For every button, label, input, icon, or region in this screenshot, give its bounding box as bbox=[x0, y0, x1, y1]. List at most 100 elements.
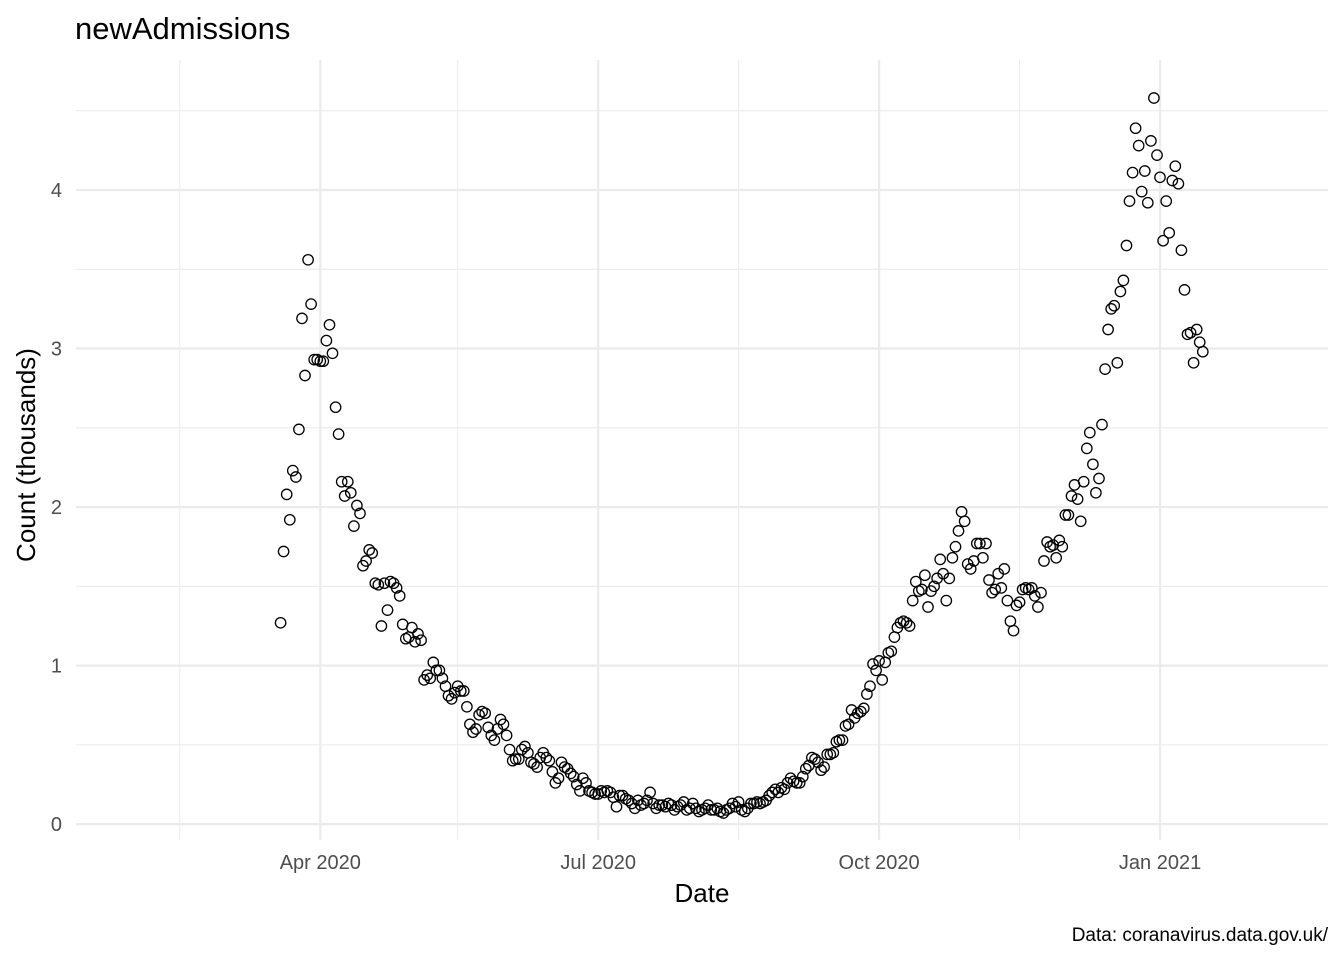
data-point bbox=[1004, 615, 1017, 628]
data-point bbox=[1050, 551, 1063, 564]
data-point bbox=[1038, 555, 1050, 567]
data-point bbox=[738, 805, 751, 818]
data-point bbox=[949, 540, 962, 553]
data-point bbox=[503, 743, 516, 756]
data-point bbox=[1059, 509, 1072, 521]
x-tick-label: Jul 2020 bbox=[560, 852, 636, 874]
data-point bbox=[580, 777, 592, 789]
data-point bbox=[952, 525, 965, 537]
data-point bbox=[986, 586, 998, 599]
data-point bbox=[922, 601, 934, 613]
data-point bbox=[1114, 285, 1127, 298]
data-point bbox=[1077, 475, 1090, 488]
data-point bbox=[919, 569, 931, 582]
data-point bbox=[543, 754, 556, 767]
data-point bbox=[995, 582, 1008, 594]
data-point bbox=[613, 789, 626, 802]
data-point bbox=[540, 751, 553, 764]
data-point bbox=[1148, 92, 1160, 104]
data-point bbox=[766, 786, 779, 799]
data-point bbox=[341, 475, 354, 488]
data-point bbox=[274, 616, 287, 629]
data-point bbox=[1083, 426, 1096, 439]
data-point bbox=[638, 797, 650, 810]
data-point bbox=[977, 551, 989, 564]
data-point bbox=[1028, 590, 1041, 602]
data-point bbox=[479, 707, 492, 720]
data-point bbox=[528, 758, 540, 770]
data-point bbox=[500, 729, 513, 742]
data-point bbox=[1090, 486, 1102, 499]
data-point bbox=[644, 786, 656, 799]
data-point bbox=[351, 499, 363, 512]
data-point bbox=[332, 428, 345, 440]
data-point bbox=[821, 748, 834, 761]
data-point bbox=[842, 718, 855, 731]
data-point bbox=[412, 628, 424, 640]
data-point bbox=[473, 708, 485, 721]
data-point bbox=[1175, 244, 1188, 257]
data-point bbox=[567, 770, 580, 783]
data-point bbox=[354, 507, 366, 520]
data-point bbox=[906, 594, 919, 607]
data-point bbox=[375, 620, 388, 632]
data-point bbox=[1141, 196, 1154, 209]
data-point bbox=[983, 574, 995, 586]
data-point bbox=[1065, 490, 1078, 502]
data-point bbox=[305, 298, 317, 310]
data-point bbox=[406, 621, 418, 634]
y-tick-label: 1 bbox=[51, 656, 62, 678]
data-point bbox=[1172, 177, 1185, 190]
data-point bbox=[1151, 149, 1163, 161]
data-point bbox=[793, 777, 806, 789]
data-point bbox=[378, 577, 391, 590]
data-point bbox=[677, 796, 690, 808]
data-point bbox=[1169, 160, 1182, 173]
data-point bbox=[335, 475, 348, 488]
data-point bbox=[393, 590, 406, 602]
data-point bbox=[317, 355, 330, 368]
data-point bbox=[732, 796, 745, 808]
data-point bbox=[1145, 135, 1157, 147]
data-point bbox=[348, 520, 360, 532]
data-point bbox=[280, 488, 293, 501]
y-tick-label: 4 bbox=[51, 180, 62, 202]
data-point bbox=[1135, 185, 1148, 198]
data-point bbox=[467, 726, 479, 739]
data-point bbox=[1074, 515, 1087, 528]
data-point bbox=[363, 544, 376, 556]
data-point bbox=[1025, 582, 1038, 594]
data-point bbox=[1126, 166, 1139, 179]
data-point bbox=[448, 686, 461, 699]
data-point bbox=[628, 802, 641, 815]
data-point bbox=[574, 785, 586, 797]
data-point bbox=[1111, 356, 1124, 369]
data-point bbox=[461, 700, 473, 713]
data-point bbox=[778, 783, 791, 796]
data-point bbox=[296, 312, 308, 325]
data-point bbox=[457, 685, 470, 697]
data-point bbox=[314, 355, 327, 368]
data-point bbox=[864, 680, 876, 693]
data-point bbox=[427, 656, 440, 669]
data-point bbox=[1010, 599, 1023, 612]
data-point bbox=[522, 746, 534, 759]
data-point bbox=[799, 762, 812, 775]
data-point bbox=[570, 778, 583, 791]
data-point bbox=[964, 563, 977, 575]
data-point bbox=[442, 689, 455, 702]
data-point bbox=[1196, 345, 1209, 358]
data-point bbox=[290, 471, 302, 483]
data-point bbox=[989, 583, 1002, 596]
x-tick-label: Apr 2020 bbox=[280, 852, 361, 874]
data-point bbox=[497, 718, 510, 731]
data-point bbox=[283, 513, 296, 526]
data-point bbox=[641, 794, 653, 807]
data-point bbox=[622, 794, 635, 807]
data-point bbox=[1129, 122, 1142, 135]
data-point bbox=[519, 740, 531, 753]
data-point bbox=[366, 547, 379, 559]
data-point bbox=[323, 318, 336, 331]
data-point bbox=[726, 797, 739, 810]
data-point bbox=[998, 563, 1011, 575]
